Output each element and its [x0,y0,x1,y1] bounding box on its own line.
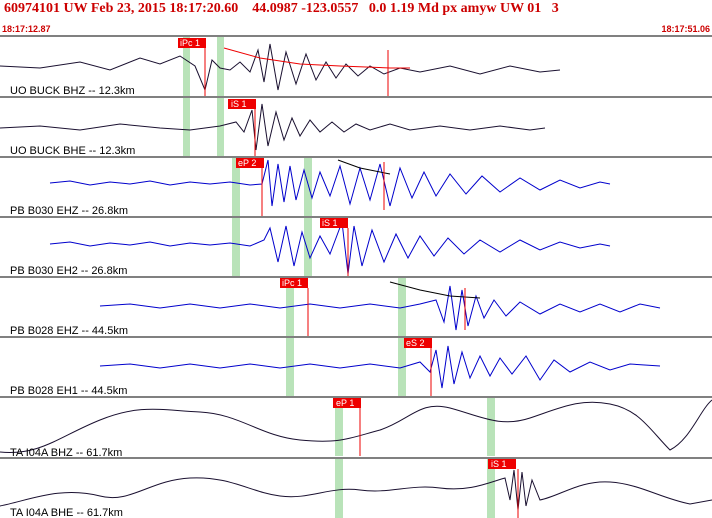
end-time: 18:17:51.06 [661,24,710,34]
window-marker [335,398,343,456]
pick-label: eP 2 [238,158,256,168]
window-marker [304,158,312,216]
seismic-trace[interactable] [0,469,712,511]
pick-flag[interactable] [178,38,206,48]
trace-row[interactable]: iS 1 PB B030 EH2 -- 26.8km [10,218,611,277]
window-marker [487,459,495,518]
event-header: 60974101 UW Feb 23, 2015 18:17:20.60 44.… [4,1,559,16]
seismic-trace[interactable] [0,43,561,92]
pick-flag[interactable] [404,338,432,348]
window-marker [487,398,495,456]
pick-label: iS 1 [491,459,507,469]
start-time: 18:17:12.87 [2,24,51,34]
trace-row[interactable]: eS 2 PB B028 EH1 -- 44.5km [10,338,661,397]
trace-row[interactable]: iPc 1 PB B028 EHZ -- 44.5km [10,278,661,337]
pick-flag[interactable] [488,459,516,469]
window-marker [398,278,406,336]
pick-flag[interactable] [320,218,348,228]
window-marker [335,459,343,518]
seismic-trace[interactable] [99,285,661,331]
window-marker [304,218,312,276]
pick-label: eS 2 [406,338,425,348]
window-marker [217,98,224,156]
window-marker [217,37,224,96]
trace-label: PB B030 EH2 -- 26.8km [10,265,127,277]
seismic-trace[interactable] [99,345,661,389]
trace-label: PB B028 EH1 -- 44.5km [10,385,127,397]
trace-row[interactable]: iS 1 TA I04A BHE -- 61.7km [0,459,712,518]
coda-curve [223,47,410,69]
pick-label: eP 1 [336,398,354,408]
window-marker [183,37,190,96]
window-marker [232,218,240,276]
trace-row[interactable]: iS 1 UO BUCK BHE -- 12.3km [0,98,546,157]
seismic-trace[interactable] [0,399,712,454]
pick-flag[interactable] [333,398,361,408]
pick-label: iS 1 [322,218,338,228]
trace-label: UO BUCK BHE -- 12.3km [10,145,135,157]
seismic-trace[interactable] [49,221,611,275]
trace-row[interactable]: eP 2 PB B030 EHZ -- 26.8km [10,158,611,217]
trace-label: TA I04A BHZ -- 61.7km [10,447,122,459]
trace-row[interactable]: eP 1 TA I04A BHZ -- 61.7km [0,398,712,459]
seismic-trace[interactable] [0,103,546,151]
pick-flag[interactable] [280,278,308,288]
trace-label: TA I04A BHE -- 61.7km [10,507,123,518]
seismic-trace[interactable] [49,159,611,207]
window-marker [183,98,190,156]
pick-flag[interactable] [236,158,264,168]
window-marker [232,158,240,216]
coda-curve [337,159,391,175]
trace-label: UO BUCK BHZ -- 12.3km [10,85,135,97]
pick-label: iPc 1 [282,278,302,288]
pick-label: iPc 1 [180,38,200,48]
trace-label: PB B028 EHZ -- 44.5km [10,325,128,337]
pick-label: iS 1 [231,99,247,109]
pick-flag[interactable] [228,99,256,109]
trace-label: PB B030 EHZ -- 26.8km [10,205,128,217]
trace-row[interactable]: iPc 1 UO BUCK BHZ -- 12.3km [0,37,561,97]
